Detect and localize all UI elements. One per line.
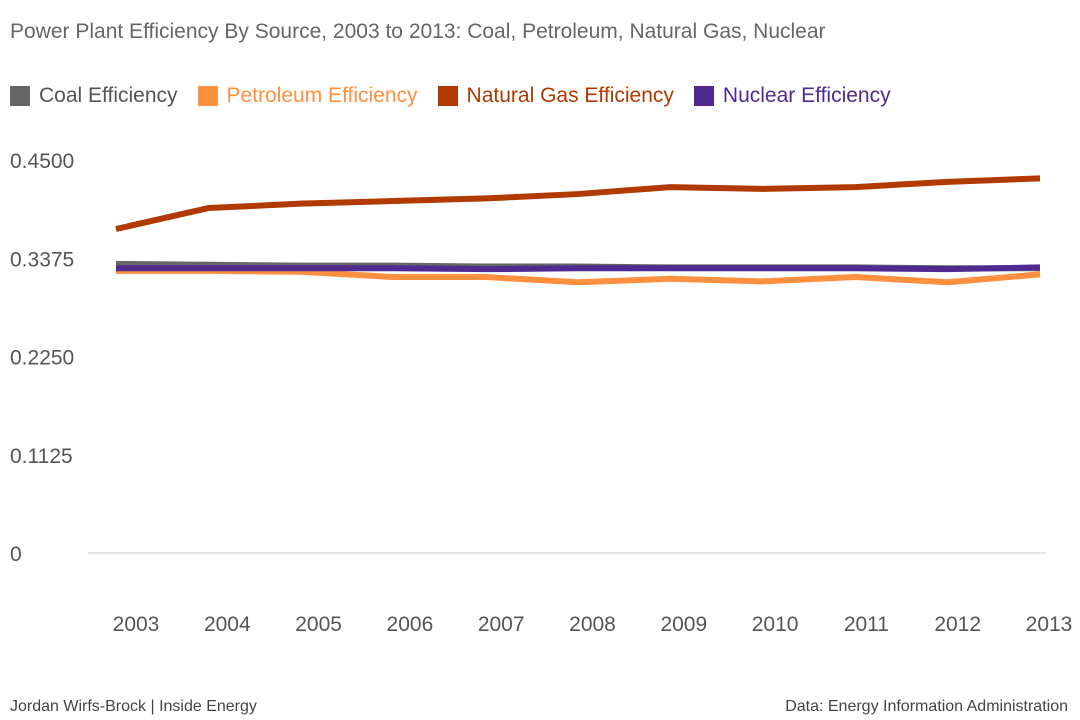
source: Data: Energy Information Administration [785,698,1068,715]
legend-swatch [10,86,30,106]
y-tick-label: 0.4500 [10,150,74,173]
legend-swatch [437,86,458,106]
x-tick-label: 2007 [478,613,525,636]
x-tick-label: 2003 [113,613,160,636]
legend-swatch [197,86,218,106]
y-tick-label: 0.3375 [10,248,74,271]
legend: Coal Efficiency Petroleum Efficiency Natur… [10,84,897,108]
legend-item: Natural Gas Efficiency [437,84,674,108]
legend-label: Coal Efficiency [39,84,178,107]
y-tick-label: 0.1125 [10,445,73,468]
x-tick-label: 2009 [660,613,707,636]
legend-label: Petroleum Efficiency [226,84,418,107]
x-tick-label: 2005 [295,613,342,636]
x-tick-label: 2008 [569,613,616,636]
series-line-petroleum-efficiency [116,267,1041,286]
y-tick-label: 0.2250 [10,347,74,370]
x-tick-label: 2010 [752,613,799,636]
series-line-natural-gas-efficiency [115,175,1041,232]
credit: Jordan Wirfs-Brock | Inside Energy [10,698,257,715]
x-tick-label: 2012 [934,613,981,636]
legend-swatch [693,86,714,106]
chart-title: Power Plant Efficiency By Source, 2003 t… [10,20,826,43]
x-tick-label: 2013 [1026,613,1073,636]
series-line-nuclear-efficiency [116,264,1041,273]
legend-item: Petroleum Efficiency [197,84,418,108]
legend-label: Natural Gas Efficiency [466,84,674,107]
legend-item: Nuclear Efficiency [693,84,891,108]
x-tick-label: 2011 [844,613,889,636]
legend-label: Nuclear Efficiency [722,84,891,107]
x-tick-label: 2006 [387,613,434,636]
y-tick-label: 0 [10,543,22,566]
legend-item: Coal Efficiency [10,84,178,108]
x-tick-label: 2004 [204,613,251,636]
